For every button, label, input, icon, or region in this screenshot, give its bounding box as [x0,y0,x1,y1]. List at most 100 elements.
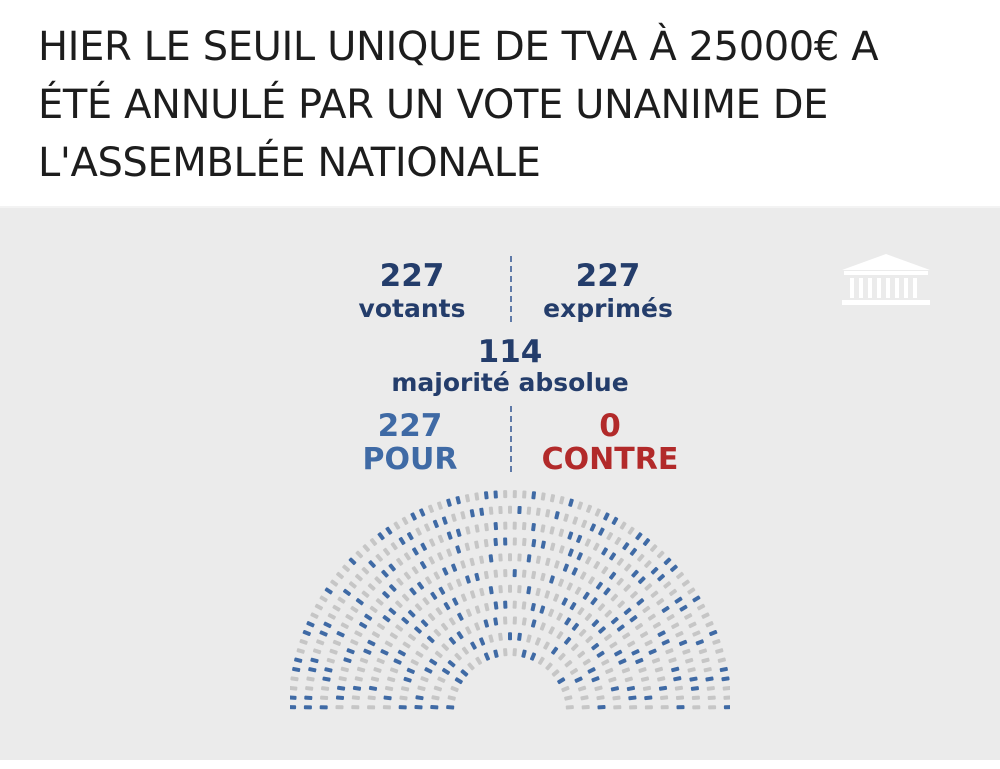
seat-empty [642,685,652,691]
seat-pour [576,552,583,561]
seat-empty [435,607,443,616]
seat-empty [701,612,710,619]
seat-empty [675,695,685,700]
seat-empty [579,571,587,580]
seat-pour [355,598,364,606]
seat-pour [443,602,451,611]
seat-empty [671,622,680,629]
seat-empty [467,662,475,671]
seat-empty [622,632,631,640]
seat-pour [381,569,389,578]
seat-empty [544,590,551,599]
seat-pour [446,498,452,507]
seat-empty [660,695,669,700]
seat-pour [385,526,393,535]
seat-empty [474,524,480,533]
seat-empty [656,598,665,606]
seat-empty [521,569,527,578]
seat-empty [484,522,489,532]
seat-empty [393,521,401,530]
seat-empty [498,585,503,594]
seat-empty [596,695,605,701]
seat-pour [479,637,486,646]
seat-empty [668,657,677,664]
seat-empty [367,705,376,710]
seat-pour [631,649,640,656]
seat-empty [350,605,359,613]
seat-empty [314,603,324,611]
seat-empty [316,639,325,646]
seat-empty [688,621,697,629]
seat-empty [691,695,700,701]
seat-empty [558,545,565,554]
seat-pour [695,639,704,646]
seat-empty [681,579,690,587]
seat-empty [420,676,429,683]
seat-empty [584,613,593,621]
seat-empty [656,550,665,559]
seat-pour [669,564,678,573]
seat-pour [426,635,435,644]
seat-empty [290,676,299,682]
vote-result-card [0,208,1000,760]
seat-pour [531,522,536,532]
seat-empty [577,650,586,659]
seat-empty [582,658,591,666]
seat-empty [512,616,517,625]
seat-empty [375,598,384,606]
seat-empty [403,552,411,561]
seat-empty [469,590,476,599]
seat-empty [612,695,621,701]
seat-pour [364,613,373,621]
seat-empty [581,705,590,710]
seat-empty [370,676,380,682]
seat-pour [622,542,630,551]
seat-empty [545,557,551,567]
seat-empty [585,556,592,565]
seat-empty [522,537,527,547]
seat-empty [558,652,566,661]
seat-pour [629,547,638,556]
seat-empty [433,571,441,580]
seat-empty [498,505,503,515]
seat-pour [567,531,574,540]
seat-pour [628,695,637,701]
seat-pour [319,630,328,637]
seat-empty [609,641,618,649]
seat-pour [420,542,427,551]
seat-pour [407,609,416,618]
seat-empty [440,622,449,631]
seat-empty [627,640,636,648]
seat-empty [414,603,423,612]
seat-pour [412,547,419,556]
seat-pour [569,602,577,611]
seat-empty [564,695,573,701]
seat-empty [345,614,354,621]
seat-empty [522,490,527,499]
majorite-label: majorité absolue [391,368,629,397]
seat-pour [483,652,491,661]
seat-pour [457,612,464,621]
seat-empty [597,603,606,612]
seat-pour [663,557,672,566]
seat-empty [687,587,696,595]
seat-pour [290,705,297,710]
seat-empty [717,657,726,663]
seat-empty [594,508,601,517]
seat-empty [601,566,609,575]
seat-empty [521,522,527,531]
seat-pour [517,505,522,515]
seat-empty [637,553,645,562]
seat-pour [692,595,701,603]
seat-empty [433,628,442,637]
seat-pour [635,657,644,665]
seat-empty [535,587,541,597]
seat-empty [574,586,582,595]
seat-pour [557,677,566,685]
seat-empty [629,705,638,710]
seat-pour [591,619,600,628]
seat-pour [383,695,392,701]
seat-empty [441,643,450,652]
seat-empty [387,676,396,683]
seat-pour [530,619,537,628]
